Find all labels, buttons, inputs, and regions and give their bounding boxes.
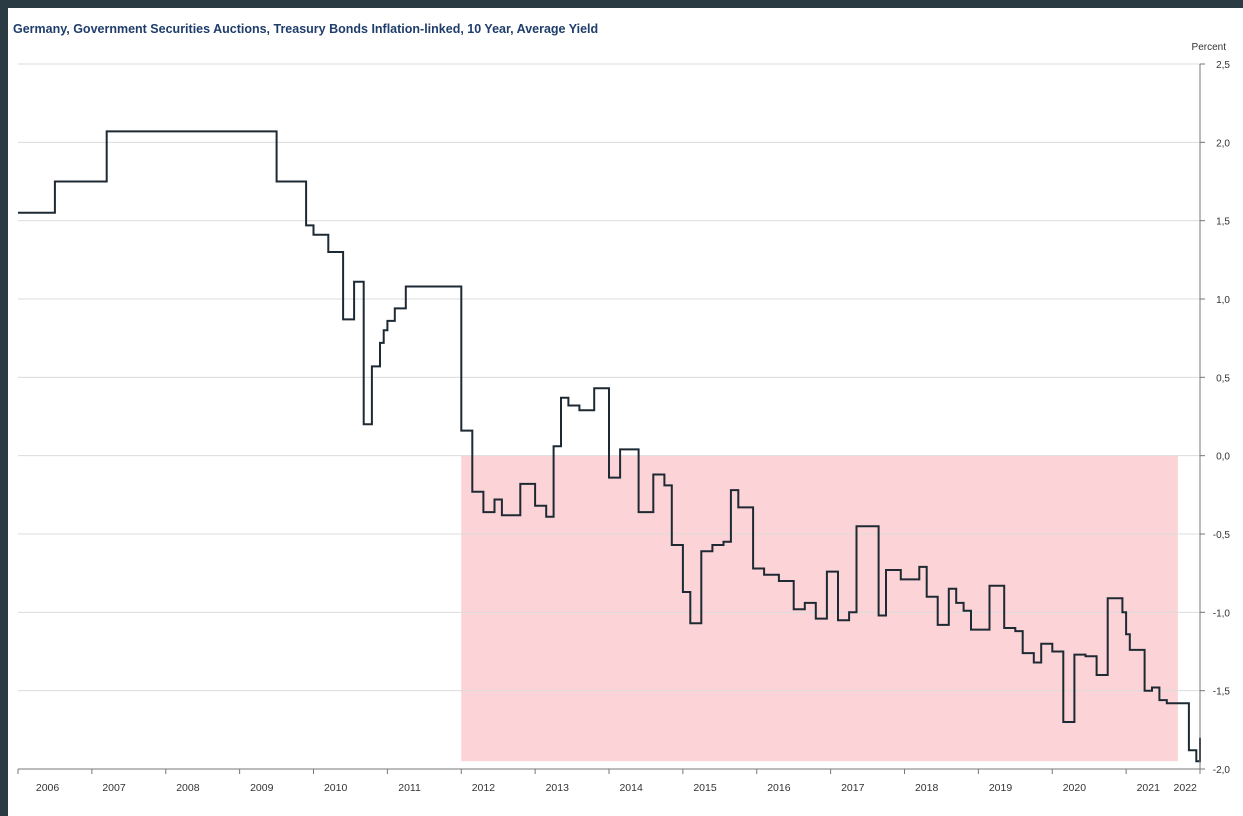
x-tick-label-5: 2011 — [398, 782, 421, 794]
y-tick-labels: 2,5 2,0 1,5 1,0 0,5 0,0 -0,5 -1,0 -1,5 -2,0 — [1213, 60, 1231, 776]
x-tick-label-1: 2007 — [102, 782, 126, 794]
x-tick-labels: 2006 2007 2008 2009 2010 2011 2012 2013 2014 2015… — [36, 782, 1197, 794]
yield-series-line — [18, 130, 1201, 763]
x-tick-label-11: 2017 — [841, 782, 865, 794]
y-axis-unit-label: Percent — [1192, 42, 1227, 53]
y-tick-label-0: 2,5 — [1216, 60, 1230, 71]
x-tick-label-4: 2010 — [324, 782, 348, 794]
y-tick-label-3: 1,0 — [1216, 295, 1230, 306]
y-tick-label-4: 0,5 — [1216, 373, 1230, 384]
x-tick-label-9: 2015 — [693, 782, 717, 794]
y-tick-label-8: -1,5 — [1213, 687, 1231, 698]
chart-panel: 2,5 2,0 1,5 1,0 0,5 0,0 -0,5 -1,0 -1,5 -2,0 2006 2… — [8, 8, 1243, 816]
series-layer — [18, 130, 1201, 763]
axis-layer — [17, 64, 1201, 774]
y-tick-label-6: -0,5 — [1213, 530, 1231, 541]
x-tick-label-10: 2016 — [767, 782, 791, 794]
chart-title: Germany, Government Securities Auctions,… — [13, 22, 598, 36]
x-tick-label-13: 2019 — [989, 782, 1013, 794]
x-tick-label-16: 2022 — [1174, 782, 1198, 794]
x-tick-label-6: 2012 — [472, 782, 496, 794]
negative-yield-highlight — [461, 455, 1178, 762]
x-tick-label-3: 2009 — [250, 782, 274, 794]
y-tick-label-5: 0,0 — [1216, 452, 1230, 463]
highlight-layer — [461, 455, 1178, 762]
y-tick-label-1: 2,0 — [1216, 138, 1230, 149]
x-tick-label-15: 2021 — [1137, 782, 1161, 794]
x-tick-label-8: 2014 — [619, 782, 643, 794]
line-chart: 2,52,01,51,00,50,0-0,5-1,0-1,5-2,0 2006 2… — [13, 22, 1231, 794]
y-tick-label-2: 1,5 — [1216, 217, 1230, 228]
x-tick-label-2: 2008 — [176, 782, 200, 794]
x-tick-label-12: 2018 — [915, 782, 939, 794]
x-tick-label-14: 2020 — [1063, 782, 1087, 794]
y-tick-label-7: -1,0 — [1213, 608, 1231, 619]
x-tick-label-7: 2013 — [546, 782, 570, 794]
y-tick-label-9: -2,0 — [1213, 765, 1231, 776]
x-tick-label-0: 2006 — [36, 782, 60, 794]
